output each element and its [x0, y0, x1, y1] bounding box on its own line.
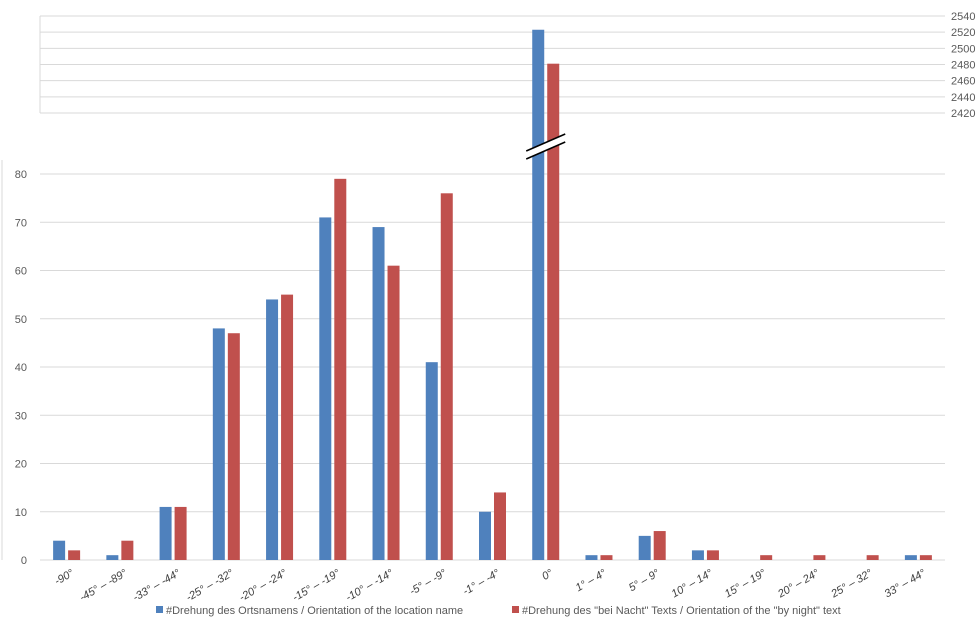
bar-by-night-text [600, 555, 613, 560]
x-tick-label: 25° – 32° [828, 567, 875, 601]
bar-by-night-text [334, 178, 347, 560]
bar-location-name [691, 550, 704, 560]
bar-by-night-text [387, 265, 400, 560]
bar-location-name [159, 506, 172, 560]
axis-break-gap [526, 134, 566, 159]
x-tick-label: -20° – -24° [237, 567, 289, 604]
x-tick-label: -33° – -44° [131, 567, 183, 604]
bar-location-name [532, 29, 545, 561]
bar-location-name [372, 227, 385, 560]
x-tick-label: 0° [540, 567, 556, 583]
bar-by-night-text [494, 492, 506, 560]
lower-y-tick-label: 80 [15, 169, 27, 181]
x-tick-label: -45° – -89° [78, 567, 130, 604]
bar-by-night-text [653, 531, 666, 560]
axis-break-line [525, 141, 566, 160]
legend-swatch [512, 606, 519, 613]
legend-label: #Drehung des Ortsnamens / Orientation of… [166, 605, 463, 617]
legend-swatch [156, 606, 163, 613]
legend-label: #Drehung des "bei Nacht" Texts / Orienta… [522, 605, 841, 617]
x-tick-label: -15° – -19° [291, 567, 343, 604]
bar-location-name [212, 328, 225, 560]
upper-y-tick-label: 2520 [951, 27, 975, 39]
lower-y-tick-label: 50 [15, 314, 27, 326]
bar-by-night-text [706, 550, 719, 560]
lower-y-tick-label: 10 [15, 507, 27, 519]
bar-location-name [479, 511, 491, 560]
bar-location-name [425, 362, 438, 560]
x-tick-label: -25° – -32° [184, 567, 236, 604]
x-tick-label: -1° – -4° [461, 567, 503, 598]
bar-by-night-text [813, 555, 826, 560]
upper-y-tick-label: 2440 [951, 92, 975, 104]
x-tick-label: 33° – 44° [882, 567, 928, 600]
bar-by-night-text [121, 540, 134, 560]
x-tick-label: -10° – -14° [344, 567, 396, 604]
upper-y-tick-label: 2540 [951, 11, 975, 23]
x-tick-label: 5° – 9° [627, 567, 662, 594]
bar-by-night-text [547, 63, 560, 561]
lower-y-tick-label: 0 [21, 555, 27, 567]
upper-y-tick-label: 2480 [951, 60, 975, 72]
bar-location-name [638, 535, 651, 560]
bar-location-name [53, 540, 66, 560]
lower-y-tick-label: 20 [15, 459, 27, 471]
x-tick-label: 10° – 14° [670, 567, 716, 600]
upper-y-tick-label: 2500 [951, 43, 975, 55]
axis-break-line [525, 133, 566, 152]
x-tick-label: 15° – 19° [723, 567, 769, 600]
bar-by-night-text [919, 555, 932, 560]
bar-location-name [266, 299, 279, 560]
bar-by-night-text [281, 294, 294, 560]
bar-by-night-text [440, 193, 453, 561]
bar-location-name [585, 555, 598, 560]
lower-y-tick-label: 60 [15, 266, 27, 278]
x-tick-label: 20° – 24° [775, 567, 822, 601]
lower-y-tick-label: 30 [15, 410, 27, 422]
bar-by-night-text [68, 550, 81, 560]
bar-by-night-text [174, 506, 187, 560]
upper-y-tick-label: 2420 [951, 108, 975, 120]
bar-location-name [106, 555, 119, 560]
bar-location-name [904, 555, 917, 560]
x-tick-label: 1° – 4° [574, 567, 609, 594]
lower-y-tick-label: 40 [15, 362, 27, 374]
bar-by-night-text [760, 555, 773, 560]
bar-by-night-text [866, 555, 879, 560]
x-tick-label: -90° [53, 567, 77, 588]
upper-y-tick-label: 2460 [951, 76, 975, 88]
lower-y-tick-label: 70 [15, 217, 27, 229]
x-tick-label: -5° – -9° [408, 567, 450, 598]
bar-location-name [319, 217, 332, 561]
bar-by-night-text [227, 333, 240, 560]
